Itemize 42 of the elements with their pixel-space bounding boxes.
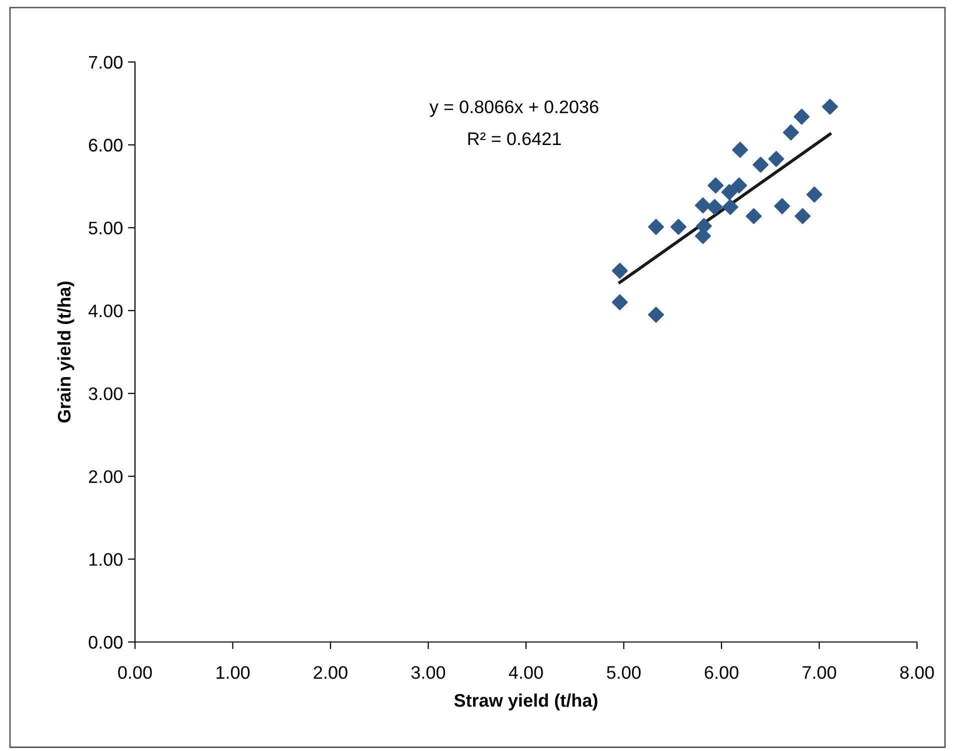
point bbox=[612, 294, 628, 310]
y-tick-label: 6.00 bbox=[88, 138, 122, 152]
x-tick-label: 0.00 bbox=[118, 666, 152, 679]
point bbox=[768, 150, 784, 167]
y-tick-label: 1.00 bbox=[89, 553, 122, 566]
y-tick-label: 7.00 bbox=[88, 56, 122, 69]
point bbox=[694, 197, 711, 214]
point bbox=[708, 177, 724, 194]
x-tick-label: 4.00 bbox=[508, 666, 543, 679]
point bbox=[782, 124, 799, 140]
annotation: R² = 0.6421 bbox=[468, 132, 561, 146]
y-tick-label: 4.00 bbox=[88, 304, 122, 318]
x-axis-title: Straw yield (t/ha) bbox=[454, 694, 598, 710]
point bbox=[648, 306, 664, 323]
x-tick-label: 3.00 bbox=[411, 666, 446, 679]
y-tick-label: 2.00 bbox=[88, 470, 122, 484]
point bbox=[752, 156, 769, 173]
x-tick-label: 8.00 bbox=[900, 666, 934, 679]
point bbox=[670, 218, 686, 235]
point bbox=[732, 142, 748, 158]
point bbox=[774, 198, 790, 214]
point bbox=[722, 199, 738, 215]
y-axis-title: Grain yield (t/ha) bbox=[57, 282, 74, 422]
point bbox=[731, 177, 748, 194]
point bbox=[822, 98, 838, 115]
x-tick-label: 7.00 bbox=[802, 666, 836, 679]
x-tick-label: 6.00 bbox=[704, 666, 738, 679]
y-tick-label: 3.00 bbox=[88, 387, 122, 400]
x-tick-label: 2.00 bbox=[314, 666, 348, 679]
y-tick-label: 5.00 bbox=[88, 222, 122, 234]
point bbox=[648, 218, 664, 235]
point bbox=[794, 208, 811, 224]
point bbox=[721, 184, 738, 200]
point bbox=[612, 262, 628, 279]
point bbox=[794, 108, 810, 125]
annotation: y = 0.8066x + 0.2036 bbox=[429, 100, 598, 117]
point bbox=[746, 208, 762, 224]
point bbox=[706, 199, 723, 215]
point bbox=[806, 186, 822, 203]
y-tick-label: 0.00 bbox=[88, 636, 122, 649]
x-tick-label: 5.00 bbox=[606, 666, 641, 679]
x-tick-label: 1.00 bbox=[216, 666, 250, 679]
